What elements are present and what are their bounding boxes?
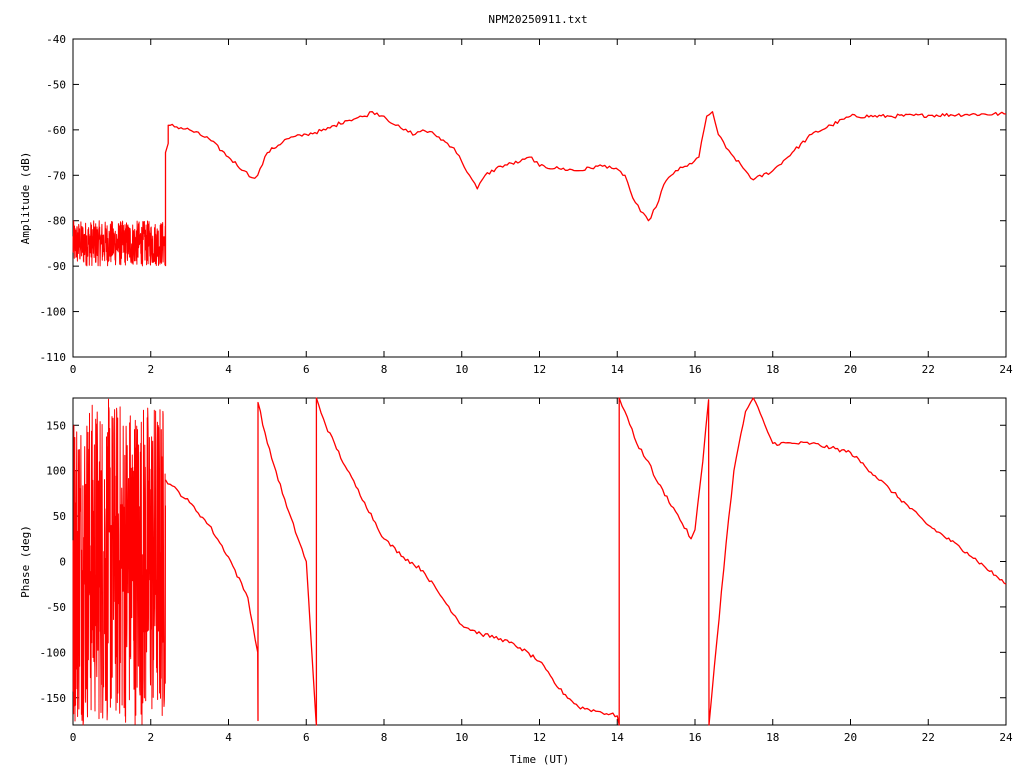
phase-y-tick-label: 0	[59, 556, 66, 569]
phase-noise-trace	[72, 398, 166, 726]
phase-x-tick-label: 8	[381, 731, 388, 744]
phase-series-trace	[164, 397, 1007, 726]
amplitude-panel: 0 2 4 6 8 10 12 14 16 18 20 22 24-110-100-90-80-70-6…	[19, 33, 1013, 376]
phase-plot-frame	[72, 397, 1007, 726]
amplitude-y-tick-label: -40	[46, 33, 66, 46]
phase-x-tick-label: 14	[611, 731, 625, 744]
phase-panel: 0 2 4 6 8 10 12 14 16 18 20 22 24-150-100-5005010015…	[19, 397, 1013, 766]
amplitude-y-tick-label: -90	[46, 260, 66, 273]
amplitude-y-tick-label: -80	[46, 215, 66, 228]
amplitude-x-tick-label: 20	[844, 363, 857, 376]
amplitude-x-tick-label: 8	[381, 363, 388, 376]
amplitude-x-tick-label: 12	[533, 363, 546, 376]
amplitude-x-tick-label: 6	[303, 363, 310, 376]
amplitude-x-tick-label: 22	[922, 363, 935, 376]
amplitude-y-tick-label: -50	[46, 78, 66, 91]
phase-x-tick-label: 6	[303, 731, 310, 744]
amplitude-x-tick-label: 4	[225, 363, 232, 376]
amplitude-x-tick-label: 2	[147, 363, 154, 376]
phase-y-tick-label: 150	[46, 419, 66, 432]
amplitude-x-tick-label: 14	[611, 363, 625, 376]
phase-y-axis-label: Phase (deg)	[19, 525, 32, 598]
amplitude-y-tick-label: -70	[46, 169, 66, 182]
phase-x-tick-label: 20	[844, 731, 857, 744]
phase-x-tick-label: 4	[225, 731, 232, 744]
phase-x-tick-label: 2	[147, 731, 154, 744]
amplitude-y-tick-label: -100	[40, 306, 67, 319]
amplitude-series-trace	[164, 111, 1007, 267]
amplitude-x-tick-label: 24	[999, 363, 1013, 376]
amplitude-y-tick-label: -110	[40, 351, 67, 364]
amplitude-x-tick-label: 0	[70, 363, 77, 376]
phase-x-tick-label: 0	[70, 731, 77, 744]
phase-y-tick-label: -50	[46, 601, 66, 614]
amplitude-noise-trace	[72, 220, 166, 267]
phase-y-tick-label: 100	[46, 465, 66, 478]
chart-title: NPM20250911.txt	[488, 13, 587, 26]
phase-x-tick-label: 24	[999, 731, 1013, 744]
phase-x-tick-label: 10	[455, 731, 468, 744]
amplitude-y-tick-label: -60	[46, 124, 66, 137]
phase-y-tick-label: 50	[53, 510, 66, 523]
amplitude-y-axis-label: Amplitude (dB)	[19, 152, 32, 245]
amplitude-x-tick-label: 16	[688, 363, 701, 376]
phase-x-tick-label: 22	[922, 731, 935, 744]
phase-x-tick-label: 12	[533, 731, 546, 744]
phase-x-tick-label: 16	[688, 731, 701, 744]
amplitude-x-tick-label: 18	[766, 363, 779, 376]
amplitude-x-tick-label: 10	[455, 363, 468, 376]
phase-y-tick-label: -150	[40, 692, 67, 705]
phase-x-axis-label: Time (UT)	[510, 753, 570, 766]
phase-x-tick-label: 18	[766, 731, 779, 744]
phase-y-tick-label: -100	[40, 646, 67, 659]
amplitude-plot-frame	[72, 38, 1007, 358]
